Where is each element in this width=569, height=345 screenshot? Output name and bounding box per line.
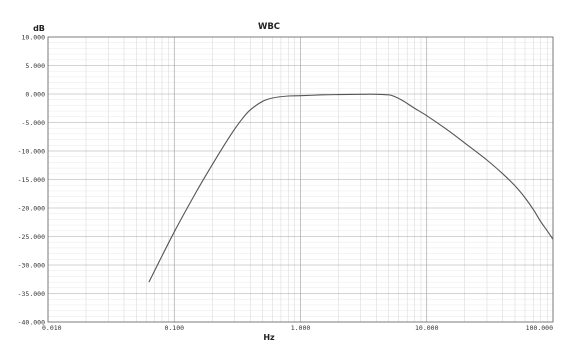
y-tick-label: -10.000 <box>18 147 45 155</box>
chart-title: WBC <box>258 22 280 32</box>
y-tick-label: -40.000 <box>18 318 45 326</box>
x-tick-label: 100.000 <box>526 324 553 332</box>
y-tick-label: -20.000 <box>18 204 45 212</box>
y-tick-label: -35.000 <box>18 290 45 298</box>
x-axis-label: Hz <box>263 333 275 342</box>
y-tick-label: -5.000 <box>22 119 46 127</box>
y-tick-label: 0.000 <box>25 90 45 98</box>
y-tick-label: -25.000 <box>18 233 45 241</box>
y-tick-label: 5.000 <box>25 62 45 70</box>
y-tick-label: -15.000 <box>18 176 45 184</box>
x-tick-label: 10.000 <box>415 324 439 332</box>
y-tick-label: -30.000 <box>18 261 45 269</box>
x-tick-label: 0.100 <box>164 324 184 332</box>
x-tick-label: 1.000 <box>291 324 311 332</box>
y-axis-label: dB <box>33 24 45 33</box>
y-tick-label: 10.000 <box>22 33 46 41</box>
x-tick-label: 0.010 <box>42 324 62 332</box>
